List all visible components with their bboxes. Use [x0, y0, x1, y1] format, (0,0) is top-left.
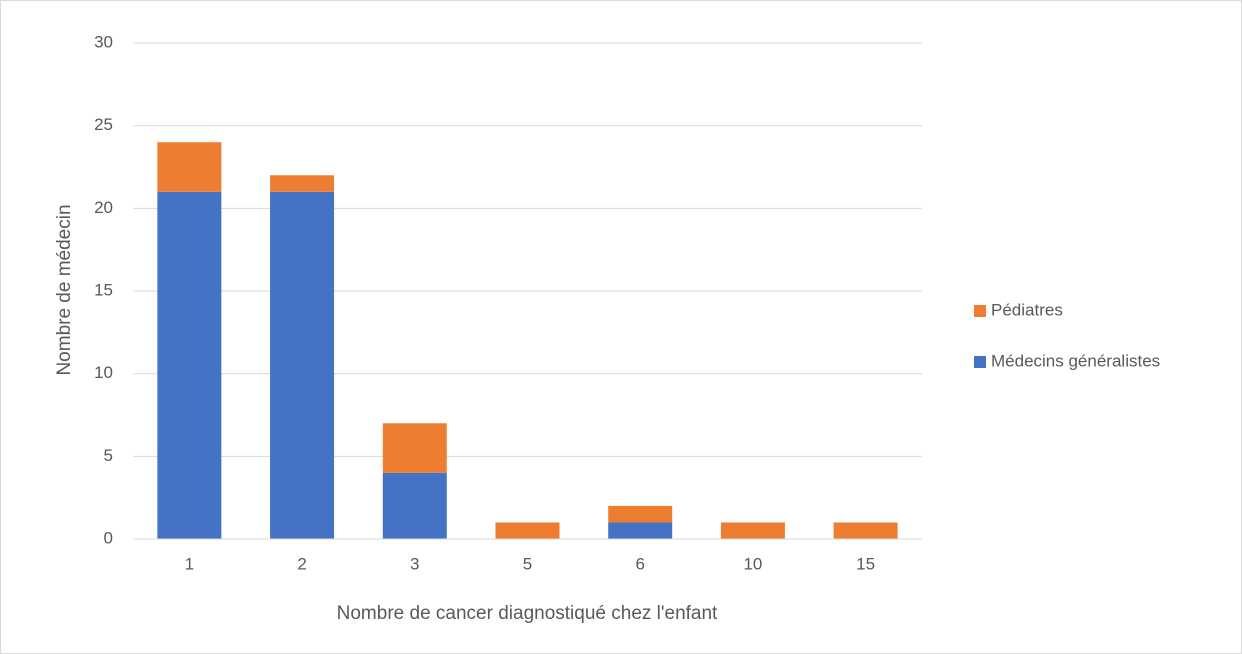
x-tick-label: 2: [297, 554, 306, 573]
y-tick-label: 0: [104, 528, 113, 547]
bar-segment: [382, 472, 447, 539]
legend-label: Médecins généralistes: [991, 351, 1160, 370]
bar-segment: [157, 191, 222, 540]
y-tick-label: 20: [94, 198, 113, 217]
bar-segment: [270, 191, 335, 540]
bar-segment: [608, 505, 673, 523]
x-tick-label: 15: [856, 554, 875, 573]
y-tick-label: 15: [94, 280, 113, 299]
y-axis-title: Nombre de médecin: [54, 204, 75, 375]
y-tick-label: 25: [94, 115, 113, 134]
bar-segment: [157, 142, 222, 192]
legend-swatch: [974, 305, 986, 317]
y-tick-label: 30: [94, 32, 113, 51]
x-axis-title: Nombre de cancer diagnostiqué chez l'enf…: [337, 603, 718, 624]
x-tick-label: 6: [635, 554, 644, 573]
y-tick-label: 10: [94, 363, 113, 382]
x-tick-label: 5: [523, 554, 532, 573]
bar-segment: [833, 522, 898, 539]
legend-label: Pédiatres: [991, 300, 1063, 319]
bar-segment: [382, 423, 447, 473]
bar-segment: [720, 522, 785, 539]
bar-segment: [495, 522, 560, 539]
x-tick-label: 1: [185, 554, 194, 573]
y-tick-label: 5: [104, 446, 113, 465]
legend-swatch: [974, 356, 986, 368]
x-tick-label: 10: [743, 554, 762, 573]
x-tick-label: 3: [410, 554, 419, 573]
bar-segment: [608, 522, 673, 539]
bar-segment: [270, 175, 335, 192]
